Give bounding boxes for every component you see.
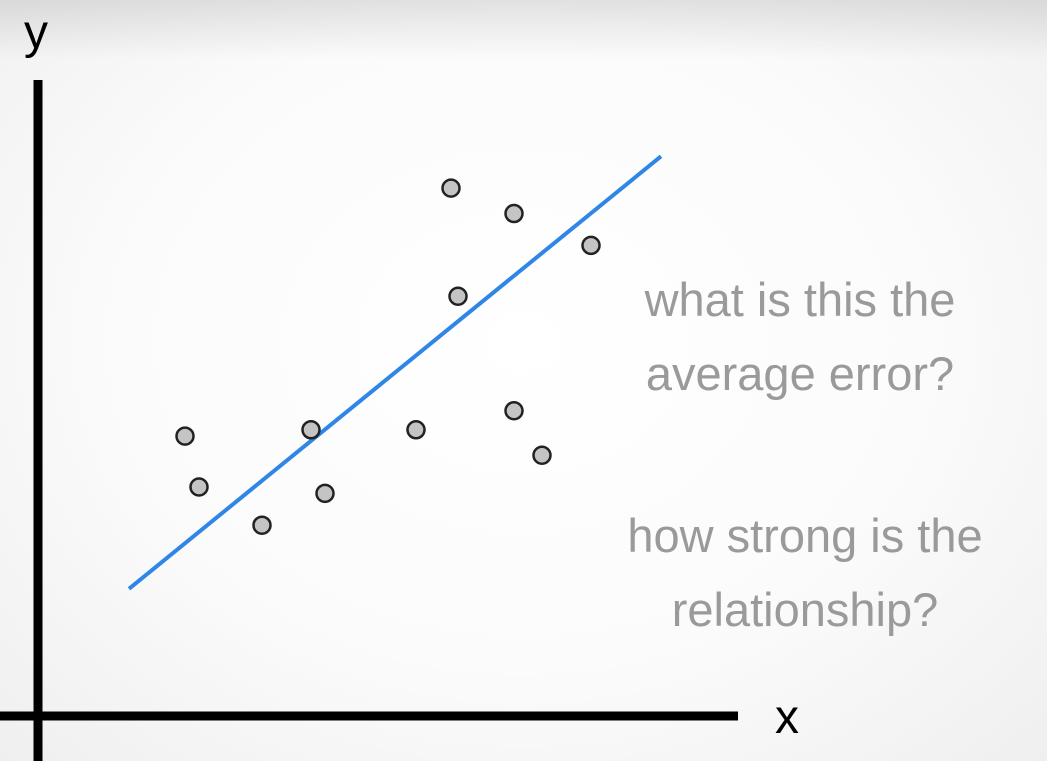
data-point-3: [252, 515, 272, 535]
question-relationship-strength-line-2: relationship?: [671, 583, 939, 636]
data-point-4: [301, 420, 321, 440]
data-point-6: [406, 420, 426, 440]
data-point-10: [504, 400, 524, 421]
question-average-error-line-2: average error?: [645, 347, 955, 400]
data-point-2: [189, 477, 209, 497]
question-relationship-strength-line-1: how strong is the: [627, 509, 983, 562]
question-average-error-line-1: what is this the: [644, 273, 956, 326]
x-axis-label: x: [775, 691, 799, 744]
y-axis-label: y: [24, 6, 48, 59]
data-point-5: [315, 483, 335, 504]
data-point-9: [504, 203, 524, 224]
trend-line: [127, 154, 663, 591]
data-points-layer: [175, 178, 601, 535]
question-relationship-strength: how strong is the relationship?: [560, 499, 1047, 647]
data-point-11: [532, 445, 552, 465]
data-point-7: [441, 178, 461, 198]
data-point-12: [581, 235, 601, 256]
question-average-error: what is this the average error?: [560, 263, 1040, 411]
data-point-1: [175, 426, 195, 446]
data-point-8: [448, 286, 468, 306]
trend-line-layer: [127, 154, 663, 591]
